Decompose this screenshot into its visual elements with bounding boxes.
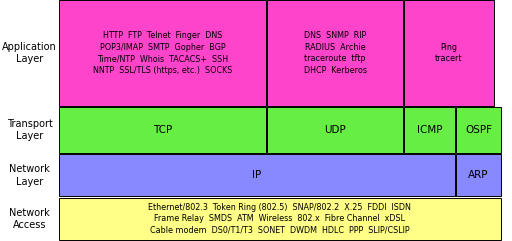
FancyBboxPatch shape [267,0,403,106]
Text: DNS  SNMP  RIP
RADIUS  Archie
traceroute  tftp
DHCP  Kerberos: DNS SNMP RIP RADIUS Archie traceroute tf… [304,31,367,75]
Text: HTTP  FTP  Telnet  Finger  DNS
POP3/IMAP  SMTP  Gopher  BGP
Time/NTP  Whois  TAC: HTTP FTP Telnet Finger DNS POP3/IMAP SMT… [93,31,232,75]
FancyBboxPatch shape [456,107,501,153]
FancyBboxPatch shape [59,0,266,106]
FancyBboxPatch shape [404,0,494,106]
FancyBboxPatch shape [59,154,455,196]
Text: ICMP: ICMP [417,125,442,135]
Text: Ping
tracert: Ping tracert [435,43,462,63]
Text: Network
Access: Network Access [9,208,50,230]
Text: IP: IP [252,170,262,180]
Text: OSPF: OSPF [465,125,492,135]
FancyBboxPatch shape [456,154,501,196]
Text: Network
Layer: Network Layer [9,164,50,187]
Text: TCP: TCP [153,125,172,135]
Text: UDP: UDP [324,125,346,135]
FancyBboxPatch shape [59,107,266,153]
FancyBboxPatch shape [267,107,403,153]
Text: Ethernet/802.3  Token Ring (802.5)  SNAP/802.2  X.25  FDDI  ISDN
Frame Relay  SM: Ethernet/802.3 Token Ring (802.5) SNAP/8… [148,203,411,235]
Text: Transport
Layer: Transport Layer [7,119,53,141]
FancyBboxPatch shape [404,107,455,153]
Text: Application
Layer: Application Layer [3,42,57,64]
FancyBboxPatch shape [59,198,501,240]
Text: ARP: ARP [468,170,489,180]
